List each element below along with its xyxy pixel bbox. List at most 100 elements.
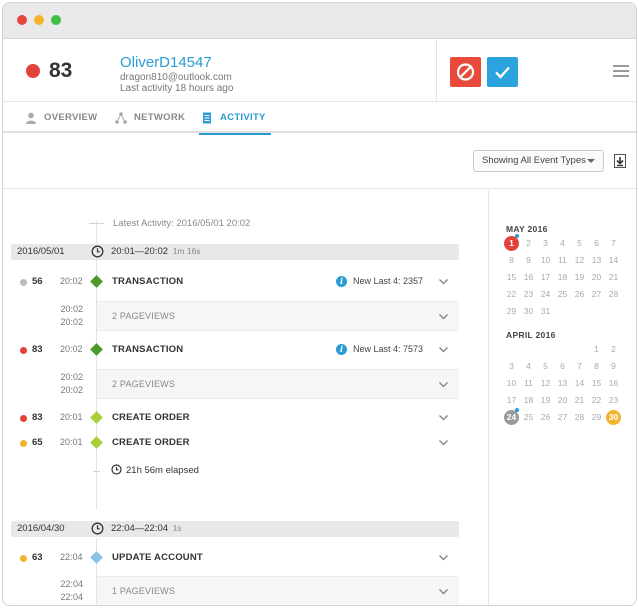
tab-network[interactable]: NETWORK [115,103,195,133]
calendar-day[interactable]: 4 [526,361,531,371]
calendar-day[interactable]: 8 [509,255,514,265]
download-icon[interactable] [614,154,626,168]
calendar-day[interactable]: 21 [574,395,585,405]
event-row[interactable]: 83 20:01 CREATE ORDER [3,407,463,429]
calendar-day[interactable]: 25 [523,412,534,422]
calendar-day[interactable]: 9 [526,255,531,265]
calendar-day[interactable]: 17 [506,395,517,405]
event-type-filter[interactable]: Showing All Event Types [473,150,604,172]
tab-activity[interactable]: ACTIVITY [199,103,271,135]
calendar-day[interactable]: 15 [591,378,602,388]
calendar-day[interactable]: 10 [540,255,551,265]
calendar-day[interactable]: 16 [523,272,534,282]
approve-button[interactable] [487,57,518,87]
calendar-day[interactable]: 18 [557,272,568,282]
event-row[interactable]: 83 20:02 TRANSACTION i New Last 4: 7573 [3,339,463,361]
calendar-day[interactable]: 3 [509,361,514,371]
event-row[interactable]: 56 20:02 TRANSACTION i New Last 4: 2357 [3,271,463,293]
event-time: 20:01 [60,412,83,422]
calendar-day[interactable]: 19 [540,395,551,405]
calendar-day[interactable]: 29 [506,306,517,316]
calendar-day[interactable]: 13 [557,378,568,388]
score-dot [20,279,27,286]
calendar-day[interactable]: 1 [504,236,519,251]
calendar-day[interactable]: 28 [608,289,619,299]
calendar-day[interactable]: 12 [540,378,551,388]
calendar-day[interactable]: 9 [611,361,616,371]
calendar-day[interactable]: 18 [523,395,534,405]
calendar-day[interactable]: 22 [506,289,517,299]
calendar-day[interactable]: 26 [574,289,585,299]
calendar-day[interactable]: 14 [574,378,585,388]
calendar-day[interactable]: 27 [557,412,568,422]
calendar-day[interactable]: 11 [558,255,567,265]
pageviews-row[interactable]: 2 PAGEVIEWS [97,301,459,331]
chevron-down-icon[interactable] [439,587,448,596]
minimize-window-button[interactable] [34,15,44,25]
calendar-day[interactable]: 4 [560,238,565,248]
chevron-down-icon[interactable] [439,277,448,286]
calendar-day[interactable]: 31 [540,306,551,316]
calendar-day[interactable]: 7 [577,361,582,371]
score-dot [20,415,27,422]
calendar-day[interactable]: 17 [540,272,551,282]
calendar-panel: MAY 2016 1 2 3 4 5 6 7 8 9 10 11 12 13 14 15 16 17 18 19 20… [488,190,636,605]
calendar-day[interactable]: 21 [608,272,619,282]
calendar-day[interactable]: 25 [557,289,568,299]
calendar-day[interactable]: 2 [611,344,616,354]
calendar-day[interactable]: 23 [523,289,534,299]
maximize-window-button[interactable] [51,15,61,25]
calendar-day[interactable]: 26 [540,412,551,422]
event-row[interactable]: 65 20:01 CREATE ORDER [3,432,463,454]
clock-icon [91,245,104,258]
chevron-down-icon[interactable] [439,438,448,447]
pageviews-row[interactable]: 1 PAGEVIEWS [97,576,459,605]
day-header: 2016/05/01 20:01—20:02 1m 16s [11,244,459,260]
calendar-day[interactable]: 2 [526,238,531,248]
calendar-day[interactable]: 20 [557,395,568,405]
calendar-day[interactable]: 24 [540,289,551,299]
calendar-day[interactable]: 28 [574,412,585,422]
calendar-day[interactable]: 19 [574,272,585,282]
chevron-down-icon[interactable] [439,380,448,389]
calendar-day[interactable]: 16 [608,378,619,388]
calendar-day[interactable]: 3 [543,238,548,248]
calendar-day[interactable]: 5 [543,361,548,371]
calendar-day[interactable]: 15 [506,272,517,282]
event-row[interactable]: 63 22:04 UPDATE ACCOUNT [3,547,463,569]
chevron-down-icon[interactable] [439,553,448,562]
calendar-day[interactable]: 27 [591,289,602,299]
calendar-day[interactable]: 6 [594,238,599,248]
hamburger-menu-icon[interactable] [613,65,629,77]
username-link[interactable]: OliverD14547 [120,54,212,71]
calendar-day[interactable]: 22 [591,395,602,405]
calendar-day[interactable]: 23 [608,395,619,405]
calendar-day[interactable]: 1 [594,344,599,354]
clock-icon [111,464,122,475]
chevron-down-icon[interactable] [439,413,448,422]
calendar-day[interactable]: 20 [591,272,602,282]
pageview-time: 20:02 [60,304,83,314]
calendar-day[interactable]: 14 [608,255,619,265]
calendar-day[interactable]: 24 [504,410,519,425]
calendar-day[interactable]: 30 [523,306,534,316]
chevron-down-icon[interactable] [439,312,448,321]
calendar-day[interactable]: 11 [524,378,533,388]
tab-overview[interactable]: OVERVIEW [25,103,105,133]
calendar-day[interactable]: 13 [591,255,602,265]
calendar-day[interactable]: 7 [611,238,616,248]
block-button[interactable] [450,57,481,87]
tab-bar: OVERVIEW NETWORK ACTIVITY [3,103,636,135]
event-time: 22:04 [60,552,83,562]
day-time-range: 20:01—20:02 1m 16s [111,246,201,257]
calendar-day[interactable]: 10 [506,378,517,388]
close-window-button[interactable] [17,15,27,25]
calendar-day[interactable]: 8 [594,361,599,371]
pageviews-row[interactable]: 2 PAGEVIEWS [97,369,459,399]
calendar-day[interactable]: 6 [560,361,565,371]
chevron-down-icon[interactable] [439,345,448,354]
calendar-day[interactable]: 30 [606,410,621,425]
calendar-day[interactable]: 29 [591,412,602,422]
calendar-day[interactable]: 5 [577,238,582,248]
calendar-day[interactable]: 12 [574,255,585,265]
